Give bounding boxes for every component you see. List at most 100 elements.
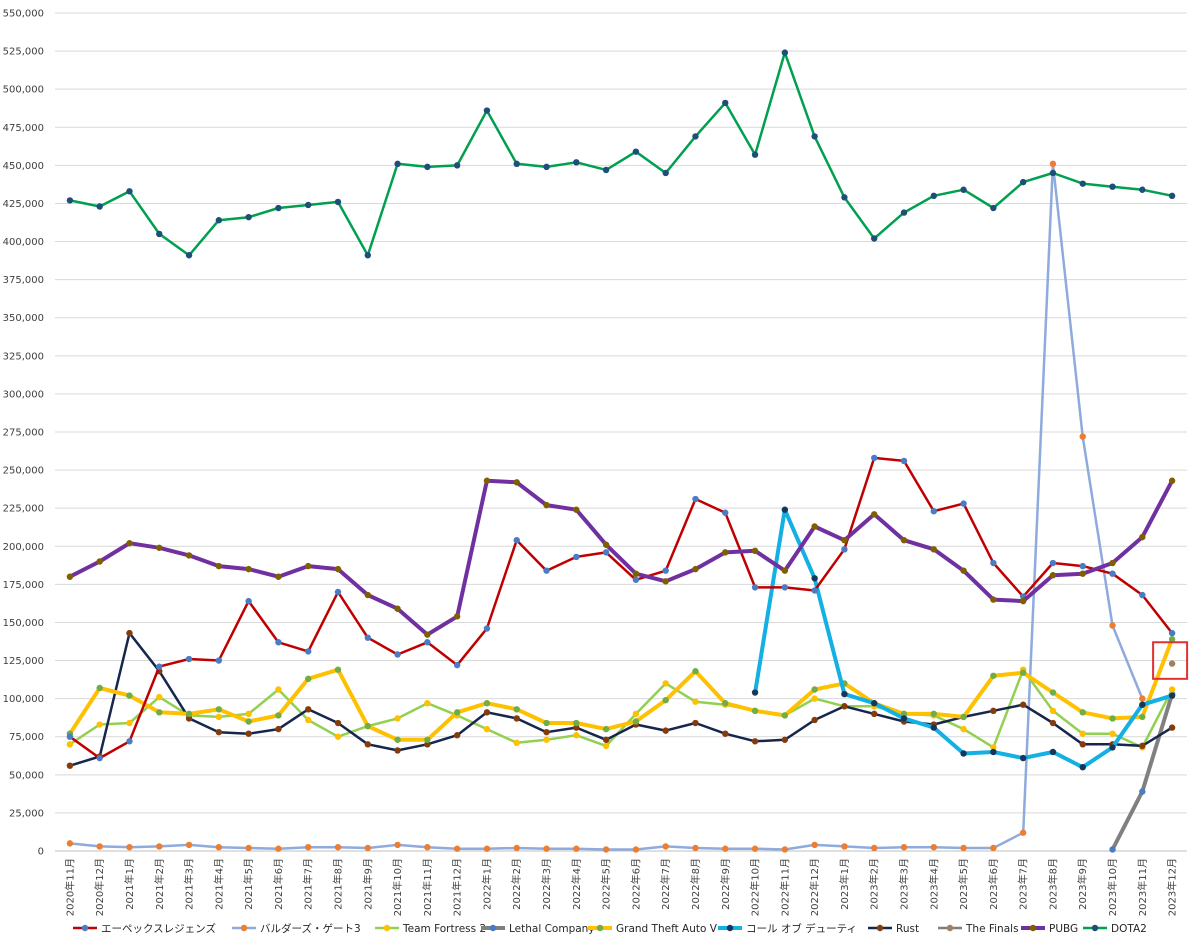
- data-point: [573, 732, 580, 739]
- data-point: [811, 695, 818, 702]
- data-point: [811, 686, 818, 693]
- data-point: [602, 166, 610, 174]
- legend-swatch-marker: [726, 924, 734, 932]
- data-point: [692, 565, 699, 573]
- data-point: [573, 845, 580, 852]
- data-point: [1109, 730, 1116, 737]
- data-point: [305, 716, 312, 724]
- data-point: [990, 204, 997, 212]
- data-point: [1139, 695, 1146, 702]
- data-point: [424, 736, 431, 743]
- y-tick-label: 200,000: [3, 542, 44, 553]
- data-point: [334, 666, 342, 673]
- data-point: [66, 741, 74, 748]
- data-point: [126, 738, 133, 745]
- x-tick-label: 2023年7月: [1017, 858, 1030, 910]
- data-point: [751, 151, 759, 158]
- x-tick-label: 2021年7月: [302, 858, 315, 910]
- data-point: [602, 736, 610, 743]
- data-point: [96, 843, 103, 850]
- data-point: [960, 713, 967, 721]
- series-line: [68, 456, 1174, 760]
- y-tick-label: 425,000: [3, 199, 44, 210]
- data-point: [662, 696, 669, 704]
- y-tick-label: 550,000: [3, 9, 44, 20]
- data-point: [573, 506, 580, 513]
- data-point: [1109, 744, 1116, 751]
- data-point: [1109, 715, 1116, 722]
- data-point: [275, 573, 282, 580]
- series-0: [66, 454, 1176, 762]
- data-point: [513, 844, 520, 852]
- data-point: [573, 724, 580, 731]
- x-tick-label: 2023年11月: [1136, 858, 1149, 916]
- data-point: [930, 546, 937, 553]
- y-tick-label: 25,000: [9, 808, 44, 819]
- y-tick-label: 525,000: [3, 47, 44, 58]
- data-point: [930, 508, 937, 515]
- x-tick-label: 2021年12月: [451, 858, 464, 916]
- data-point: [483, 107, 491, 114]
- data-point: [1139, 713, 1146, 721]
- x-tick-label: 2023年8月: [1046, 858, 1059, 910]
- data-point: [126, 692, 133, 699]
- data-point: [632, 710, 640, 718]
- series-line: [68, 668, 1174, 749]
- data-point: [275, 725, 282, 733]
- data-point: [1049, 748, 1057, 756]
- data-point: [185, 552, 193, 559]
- data-point: [1079, 180, 1086, 187]
- data-point: [662, 578, 669, 585]
- x-tick-label: 2021年11月: [421, 858, 434, 916]
- series-8: [66, 477, 1176, 638]
- legend-label: PUBG: [1049, 923, 1078, 935]
- data-point: [1109, 183, 1116, 190]
- x-tick-label: 2022年8月: [689, 858, 702, 910]
- data-point: [1049, 572, 1057, 579]
- x-tick-label: 2022年11月: [778, 858, 791, 916]
- data-point: [1109, 570, 1116, 577]
- data-point: [483, 845, 491, 852]
- legend-item: The Finals: [938, 923, 1019, 935]
- data-point: [394, 160, 401, 168]
- data-point: [990, 707, 997, 715]
- data-point: [334, 588, 342, 596]
- legend-swatch-marker: [1029, 924, 1037, 932]
- x-tick-label: 2023年4月: [927, 858, 940, 910]
- data-point: [990, 596, 997, 603]
- legend-item: Rust: [868, 923, 919, 935]
- y-tick-label: 100,000: [3, 694, 44, 705]
- data-point: [483, 625, 491, 632]
- data-point: [394, 715, 401, 722]
- data-point: [483, 725, 491, 733]
- data-point: [722, 845, 729, 852]
- y-tick-label: 250,000: [3, 466, 44, 477]
- x-tick-label: 2020年11月: [63, 858, 76, 916]
- data-point: [1079, 730, 1086, 737]
- data-point: [781, 712, 789, 719]
- data-point: [275, 712, 282, 719]
- data-point: [424, 163, 431, 171]
- data-point: [215, 562, 223, 570]
- data-point: [751, 738, 759, 745]
- legend-swatch-marker: [596, 924, 604, 932]
- data-point: [483, 709, 491, 716]
- legend-item: エーペックスレジェンズ: [73, 922, 216, 935]
- data-point: [811, 523, 818, 530]
- data-point: [334, 198, 342, 206]
- series-6: [66, 629, 1176, 769]
- x-tick-label: 2021年1月: [123, 858, 136, 910]
- data-point: [990, 672, 997, 679]
- data-point: [364, 591, 371, 599]
- data-point: [990, 748, 997, 756]
- legend-item: PUBG: [1021, 923, 1078, 935]
- y-axis-ticks: 0 25,000 50,000 75,000 100,000 125,000 150,000…: [3, 9, 44, 858]
- data-point: [275, 639, 282, 646]
- data-point: [245, 710, 252, 718]
- data-point: [960, 500, 967, 507]
- data-point: [751, 584, 759, 591]
- data-point: [722, 99, 729, 107]
- data-point: [245, 597, 252, 605]
- data-point: [126, 843, 133, 851]
